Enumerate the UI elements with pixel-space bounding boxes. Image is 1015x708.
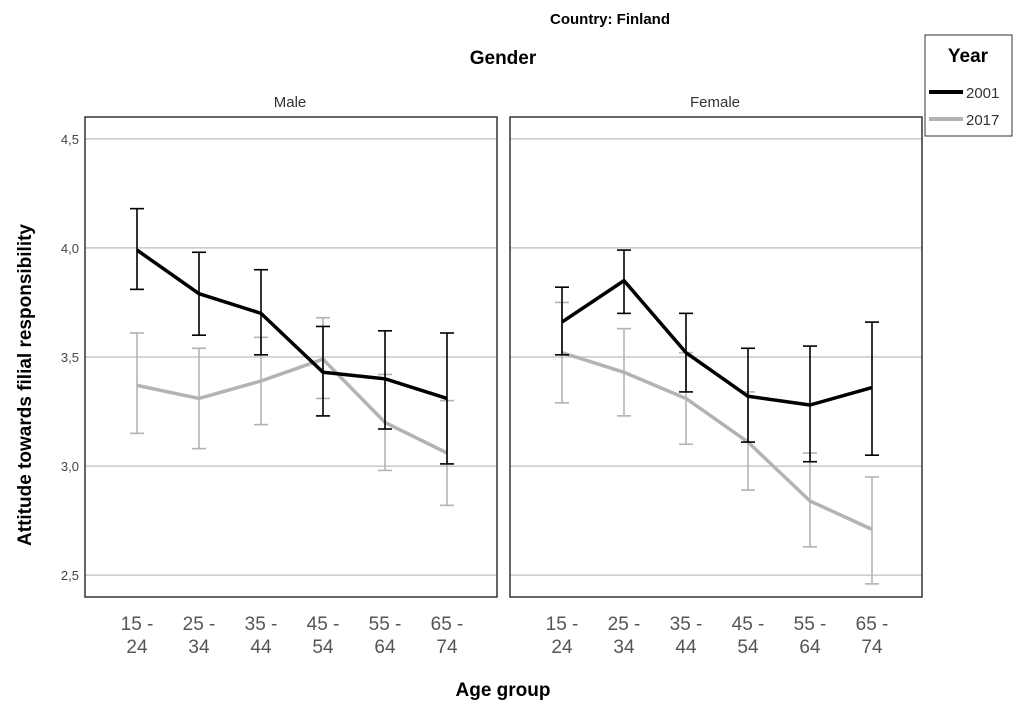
- x-tick-label: 65 -: [431, 614, 464, 635]
- panel-label-male: Male: [274, 94, 307, 111]
- series-line-2001: [561, 278, 873, 407]
- panel-female: Female: [509, 94, 923, 598]
- x-tick-label: 55 -: [794, 614, 827, 635]
- legend-label-2017: 2017: [966, 112, 999, 129]
- series-line-2017: [136, 357, 448, 455]
- chart-title: Country: Finland: [550, 11, 670, 28]
- series-2017: [130, 316, 454, 507]
- y-tick-label: 3,5: [61, 350, 79, 365]
- series-2017: [555, 301, 879, 585]
- legend: Year 2001 2017: [924, 34, 1013, 137]
- legend-label-2001: 2001: [966, 85, 999, 102]
- panel-label-female: Female: [690, 94, 740, 111]
- x-tick-label: 55 -: [369, 614, 402, 635]
- x-tick-label: 15 -: [546, 614, 579, 635]
- x-tick-label: 54: [737, 637, 759, 658]
- x-tick-label: 35 -: [670, 614, 703, 635]
- x-tick-label: 35 -: [245, 614, 278, 635]
- x-tick-label: 74: [861, 637, 883, 658]
- y-tick-label: 2,5: [61, 568, 79, 583]
- x-tick-label: 64: [374, 637, 396, 658]
- series-line-2017: [561, 350, 873, 531]
- x-tick-label: 34: [188, 637, 210, 658]
- x-tick-label: 54: [312, 637, 334, 658]
- x-tick-label: 74: [436, 637, 458, 658]
- x-tick-label: 25 -: [183, 614, 216, 635]
- x-axis-label: Age group: [456, 680, 551, 701]
- x-tick-label: 44: [675, 637, 697, 658]
- y-tick-label: 4,5: [61, 132, 79, 147]
- x-tick-label: 34: [613, 637, 635, 658]
- series-2001: [555, 249, 879, 463]
- series-2001: [130, 207, 454, 465]
- series-line-2001: [135, 248, 448, 401]
- panel-frame-male: [84, 116, 498, 598]
- x-tick-label: 25 -: [608, 614, 641, 635]
- x-tick-label: 15 -: [121, 614, 154, 635]
- y-axis-label: Attitude towards filial responsibility: [15, 224, 36, 546]
- x-tick-label: 45 -: [307, 614, 340, 635]
- x-tick-label: 64: [799, 637, 821, 658]
- x-tick-label: 24: [551, 637, 573, 658]
- y-axis: 4,5 4,0 3,5 3,0 2,5: [61, 132, 79, 583]
- x-tick-label: 45 -: [732, 614, 765, 635]
- panel-frame-female: [509, 116, 923, 598]
- x-tick-label: 65 -: [856, 614, 889, 635]
- y-tick-label: 3,0: [61, 459, 79, 474]
- y-tick-label: 4,0: [61, 241, 79, 256]
- x-tick-label: 44: [250, 637, 272, 658]
- legend-title: Year: [948, 46, 989, 67]
- panel-male: Male: [84, 94, 498, 598]
- x-tick-label: 24: [126, 637, 148, 658]
- facet-title: Gender: [470, 48, 537, 69]
